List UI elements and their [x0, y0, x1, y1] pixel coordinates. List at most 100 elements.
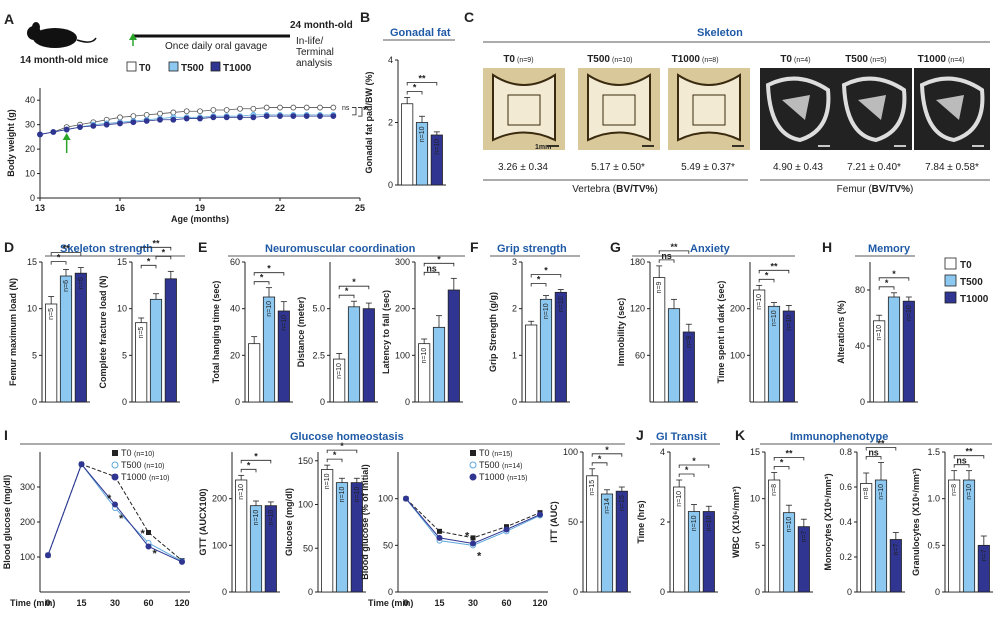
y-tick-label: 150: [298, 456, 313, 466]
legend-label: T1000 (n=15): [479, 472, 527, 482]
n-label: n=10: [253, 510, 260, 526]
n-label: n=15: [589, 480, 596, 496]
bar-t500: [149, 298, 163, 403]
panel-letter-h: H: [822, 239, 832, 255]
legend-swatch: [944, 274, 957, 287]
femur-value: 7.84 ± 0.58*: [925, 162, 979, 173]
significance-bracket: [326, 449, 358, 454]
y-axis-label: Granulocytes (X10⁶/mm³): [911, 468, 921, 576]
data-point: [112, 501, 118, 508]
y-tick-label: 15: [750, 447, 760, 457]
y-axis-label: Body weight (g): [6, 109, 16, 177]
bar-t0: [401, 103, 414, 186]
y-tick-label: 5: [32, 350, 37, 360]
y-tick-label: 0: [235, 397, 240, 407]
y-tick-label: 20: [25, 144, 35, 154]
data-point: [303, 104, 310, 111]
annotation-ns: ns: [342, 105, 350, 112]
x-tick-label: 13: [35, 203, 45, 213]
data-point: [210, 114, 217, 121]
n-label: n=10: [434, 139, 441, 155]
y-axis-label: Grip Strength (g/g): [488, 292, 498, 372]
n-label: n=10: [786, 517, 793, 533]
data-point: [237, 114, 243, 121]
panel-letter-e: E: [198, 239, 207, 255]
y-tick-label: 2: [512, 304, 517, 314]
panel-title-h: Memory: [868, 243, 911, 255]
y-tick-label: 0.4: [839, 517, 852, 527]
y-axis-label: Total hanging time (sec): [211, 281, 221, 384]
n-label: n=5: [48, 308, 55, 320]
significance-bracket: [155, 255, 172, 260]
data-point: [317, 113, 323, 120]
significance-bracket: [678, 473, 695, 477]
n-label: n=8: [951, 484, 958, 496]
y-tick-label: 0: [222, 587, 227, 597]
n-label: n=9: [656, 281, 663, 293]
n-label: n=10: [354, 487, 361, 503]
significance-bracket: [953, 455, 985, 459]
significance-bracket: [865, 447, 897, 451]
y-tick-label: 0.5: [927, 540, 940, 550]
significance-bracket: [865, 456, 882, 460]
data-point: [63, 126, 70, 133]
y-tick-label: 0: [847, 587, 852, 597]
data-point: [330, 104, 337, 111]
data-point: [317, 104, 323, 111]
significance-mark: *: [345, 286, 349, 296]
y-tick-label: 100: [20, 552, 35, 562]
data-point: [157, 110, 163, 117]
vertebra-caption: Vertebra (BV/TV%): [572, 184, 658, 195]
significance-mark: **: [62, 244, 70, 254]
y-tick-label: 0.8: [839, 447, 852, 457]
significance-bracket: [338, 294, 355, 299]
n-label: n=10: [419, 126, 426, 142]
significance-bracket: [773, 457, 805, 461]
y-tick-label: 5.0: [312, 304, 325, 314]
n-label: n=10: [966, 484, 973, 500]
significance-mark: ns: [661, 251, 672, 261]
bar-t1000: [164, 278, 177, 403]
vertebra-value: 5.49 ± 0.37*: [681, 162, 735, 173]
significance-bracket: [326, 458, 343, 463]
significance-bracket: [678, 464, 710, 468]
legend-label: T0: [139, 63, 151, 74]
n-label: n=10: [691, 515, 698, 531]
y-tick-label: 0: [388, 180, 393, 190]
significance-bracket: [878, 277, 910, 281]
significance-mark: *: [544, 266, 548, 276]
y-tick-label: 0: [122, 397, 127, 407]
significance-mark: *: [141, 528, 146, 540]
y-tick-label: 80: [855, 285, 865, 295]
y-tick-label: 100: [563, 447, 578, 457]
data-point: [250, 114, 257, 121]
significance-mark: *: [465, 530, 470, 542]
data-point: [470, 540, 476, 547]
n-label: n=10: [676, 491, 683, 507]
significance-mark: *: [119, 513, 124, 525]
femur-group-label: T0: [780, 54, 792, 65]
y-tick-label: 120: [630, 304, 645, 314]
femur-caption: Femur (BV/TV%): [837, 184, 914, 195]
n-label: n=15: [619, 495, 626, 511]
y-tick-label: 15: [27, 257, 37, 267]
y-axis-label: Complete fracture load (N): [98, 275, 108, 388]
y-tick-label: 60: [635, 350, 645, 360]
data-point: [37, 131, 43, 138]
y-tick-label: 0: [755, 587, 760, 597]
bar-t500: [667, 308, 681, 403]
y-tick-label: 0: [308, 587, 313, 597]
x-axis-label: Age (months): [171, 214, 229, 224]
significance-bracket: [953, 464, 970, 468]
legend-swatch: [944, 257, 957, 270]
y-tick-label: 200: [395, 304, 410, 314]
significance-mark: *: [885, 278, 889, 288]
data-point: [277, 104, 283, 111]
legend-label: T1000 (n=10): [121, 472, 169, 482]
data-point: [437, 528, 442, 534]
y-tick-label: 30: [25, 120, 35, 130]
significance-mark: *: [162, 247, 166, 257]
